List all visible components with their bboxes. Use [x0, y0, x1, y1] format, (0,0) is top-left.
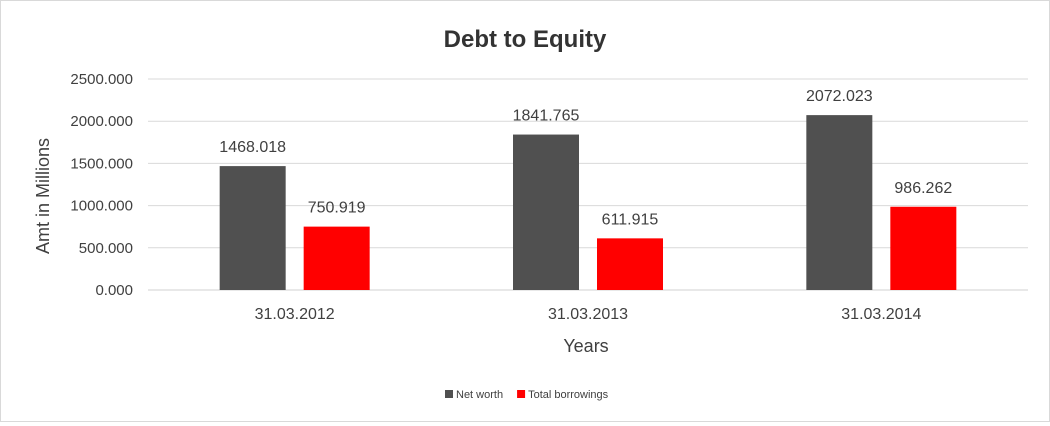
bar-net-worth	[513, 134, 579, 290]
y-axis-title: Amt in Millions	[33, 138, 53, 254]
data-label: 2072.023	[806, 88, 873, 105]
x-axis-categories: 31.03.2012 31.03.2013 31.03.2014	[255, 306, 922, 323]
y-tick-label: 1000.000	[70, 198, 133, 215]
bars	[219, 115, 957, 290]
chart-title: Debt to Equity	[444, 26, 607, 53]
y-tick-label: 0.000	[95, 282, 133, 299]
bar-net-worth	[806, 115, 873, 290]
bar-net-worth	[219, 166, 286, 290]
legend: Net worth Total borrowings	[445, 389, 609, 401]
data-label: 986.262	[894, 180, 952, 197]
x-category-label: 31.03.2013	[548, 306, 628, 323]
legend-swatch	[517, 390, 526, 398]
y-tick-label: 500.000	[79, 240, 133, 257]
gridlines	[148, 78, 1028, 291]
y-tick-label: 2500.000	[70, 71, 133, 88]
x-category-label: 31.03.2012	[255, 306, 335, 323]
data-label: 611.915	[602, 211, 659, 228]
y-tick-label: 2000.000	[70, 113, 133, 130]
legend-label: Net worth	[456, 389, 503, 401]
bar-total-borrowings	[597, 238, 663, 290]
x-axis-title: Years	[563, 336, 608, 356]
data-label: 750.919	[308, 200, 366, 217]
data-label: 1841.765	[513, 108, 580, 125]
legend-label: Total borrowings	[528, 389, 609, 401]
y-tick-label: 1500.000	[70, 155, 133, 172]
bar-total-borrowings	[303, 226, 370, 290]
y-axis-ticks: 0.000 500.000 1000.000 1500.000 2000.000 2500…	[70, 71, 133, 299]
data-labels: 1468.018 750.919 1841.765 611.915 2072.023 98…	[219, 88, 952, 228]
x-category-label: 31.03.2014	[841, 306, 921, 323]
bar-total-borrowings	[890, 206, 957, 290]
data-label: 1468.018	[219, 139, 286, 156]
legend-swatch	[445, 390, 453, 398]
